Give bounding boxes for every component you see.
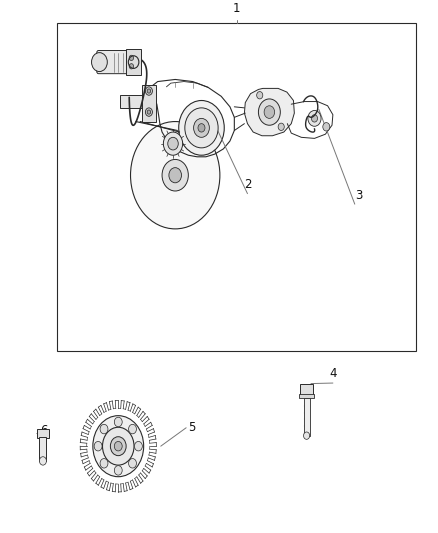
Circle shape: [169, 168, 181, 183]
Circle shape: [129, 63, 134, 69]
Circle shape: [311, 115, 318, 122]
Circle shape: [114, 441, 122, 451]
Circle shape: [100, 424, 108, 434]
Circle shape: [102, 427, 134, 465]
Circle shape: [147, 110, 151, 114]
Text: 2: 2: [244, 178, 251, 191]
Circle shape: [163, 132, 183, 155]
Circle shape: [194, 118, 209, 138]
Bar: [37, 429, 49, 438]
Circle shape: [129, 458, 137, 468]
Text: 1: 1: [233, 2, 240, 15]
Bar: [300, 384, 313, 395]
Bar: [304, 398, 310, 435]
FancyBboxPatch shape: [97, 51, 129, 74]
Circle shape: [323, 123, 330, 131]
Circle shape: [257, 92, 263, 99]
Circle shape: [145, 108, 152, 116]
Circle shape: [258, 99, 280, 125]
Circle shape: [39, 457, 46, 465]
Circle shape: [114, 466, 122, 475]
Circle shape: [129, 424, 137, 434]
Circle shape: [264, 106, 275, 118]
Circle shape: [198, 124, 205, 132]
Circle shape: [110, 437, 126, 456]
Circle shape: [278, 123, 284, 131]
Circle shape: [145, 87, 152, 95]
Bar: [39, 437, 46, 461]
Text: 5: 5: [188, 421, 196, 434]
Circle shape: [304, 432, 310, 439]
Bar: [57, 22, 416, 351]
Circle shape: [179, 101, 224, 155]
Bar: [142, 85, 156, 122]
Bar: [126, 50, 141, 75]
Text: 6: 6: [40, 424, 48, 437]
Circle shape: [94, 441, 102, 451]
Circle shape: [162, 159, 188, 191]
Circle shape: [308, 110, 321, 126]
Circle shape: [93, 416, 144, 477]
Text: 3: 3: [356, 189, 363, 201]
Circle shape: [185, 108, 218, 148]
Circle shape: [134, 441, 142, 451]
Bar: [120, 95, 147, 108]
Circle shape: [100, 458, 108, 468]
Circle shape: [129, 55, 134, 61]
Circle shape: [168, 138, 178, 150]
Bar: [299, 394, 314, 398]
Polygon shape: [244, 88, 294, 136]
Circle shape: [147, 89, 151, 93]
Circle shape: [92, 53, 107, 71]
Circle shape: [131, 122, 220, 229]
Circle shape: [114, 417, 122, 427]
Text: 4: 4: [329, 367, 337, 381]
